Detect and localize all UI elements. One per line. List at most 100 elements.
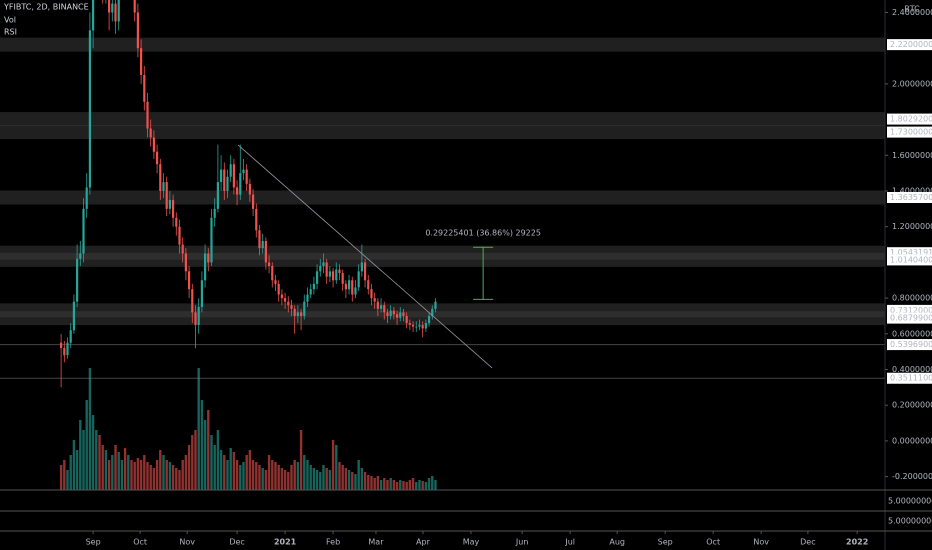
candle-body	[229, 164, 232, 177]
level-label-box	[887, 192, 932, 204]
volume-bar	[104, 450, 108, 490]
volume-bar	[229, 448, 232, 490]
volume-bar	[347, 470, 351, 490]
volume-bar	[175, 468, 178, 490]
volume-bar	[315, 470, 319, 490]
plot-area	[59, 0, 494, 490]
candle-body	[155, 151, 159, 165]
x-tick-label: Oct	[706, 538, 720, 547]
volume-bar	[117, 452, 120, 490]
level-label-box	[887, 339, 932, 351]
candle-body	[315, 271, 319, 284]
candle-body	[159, 164, 162, 192]
volume-bar	[325, 468, 328, 490]
y-tick-label: 1.60000000	[892, 151, 932, 160]
volume-bar	[197, 368, 200, 490]
level-band	[0, 125, 885, 140]
candle-body	[290, 305, 293, 309]
candle-body	[287, 301, 290, 306]
candle-body	[267, 262, 271, 266]
volume-bar	[434, 480, 437, 490]
level-label-box	[887, 39, 932, 51]
volume-bar	[159, 450, 162, 490]
rsi-label: 5.00000000	[888, 497, 932, 506]
candle-body	[370, 289, 373, 299]
volume-bar	[85, 400, 88, 490]
candle-body	[82, 208, 85, 254]
candle-body	[175, 217, 178, 227]
candle-body	[242, 169, 245, 174]
candle-body	[165, 182, 168, 209]
volume-bar	[421, 481, 424, 490]
volume-bar	[299, 430, 303, 490]
volume-bar	[127, 455, 130, 490]
candle-body	[344, 283, 347, 290]
candle-body	[76, 258, 79, 302]
candle-body	[258, 230, 261, 249]
candle-body	[181, 244, 184, 254]
volume-bar	[111, 455, 114, 490]
candle-body	[379, 305, 383, 309]
candle-body	[66, 342, 69, 356]
volume-bar	[213, 445, 216, 490]
volume-bar	[418, 480, 421, 490]
candle-body	[117, 0, 120, 22]
candle-body	[363, 262, 367, 281]
volume-bar	[239, 465, 242, 490]
volume-bar	[296, 462, 300, 490]
volume-bar	[59, 465, 63, 490]
y-tick-label: 1.20000000	[892, 222, 932, 231]
candle-body	[277, 283, 280, 295]
candle-body	[319, 265, 322, 272]
candle-body	[386, 312, 389, 316]
x-tick-label: Dec	[800, 538, 815, 547]
candle-body	[373, 298, 376, 302]
indicator-label: RSI	[4, 28, 17, 37]
candle-body	[306, 294, 309, 302]
volume-bar	[322, 465, 325, 490]
volume-bar	[107, 460, 111, 490]
candle-body	[296, 312, 299, 316]
volume-bar	[367, 475, 370, 490]
level-label: 1.36357000	[890, 193, 932, 202]
candle-body	[114, 3, 117, 22]
candle-body	[216, 182, 219, 209]
x-tick-label: Nov	[753, 538, 769, 547]
volume-bar	[411, 478, 415, 490]
volume-bar	[194, 430, 197, 490]
candle-body	[162, 182, 165, 192]
volume-bar	[280, 468, 284, 490]
volume-bar	[251, 460, 255, 490]
candle-body	[293, 308, 296, 316]
candle-body	[248, 183, 251, 195]
candle-body	[341, 273, 344, 284]
volume-bar	[232, 452, 236, 490]
candle-body	[232, 164, 235, 188]
chart-title: YFIBTC, 2D, BINANCE	[3, 3, 89, 12]
level-band	[0, 112, 885, 127]
volume-bar	[245, 455, 248, 490]
candle-body	[309, 289, 312, 295]
x-tick-label: Feb	[326, 538, 340, 547]
y-tick-label: 0.20000000	[892, 401, 932, 410]
volume-bar	[363, 472, 367, 490]
x-tick-label: Jul	[564, 538, 575, 547]
volume-bar	[235, 460, 239, 490]
level-label: 1.05431917	[890, 248, 932, 257]
candle-body	[392, 310, 395, 315]
candle-body	[415, 326, 418, 328]
volume-bar	[207, 410, 210, 490]
x-tick-label: 2022	[846, 538, 868, 547]
volume-bar	[379, 480, 383, 490]
candle-body	[325, 262, 328, 277]
volume-bar	[165, 460, 168, 490]
volume-bar	[203, 420, 207, 490]
x-tick-label: Apr	[416, 538, 431, 547]
candle-body	[408, 323, 411, 325]
candle-body	[200, 280, 203, 308]
volume-bar	[344, 468, 348, 490]
y-tick-label: 0.80000000	[892, 294, 932, 303]
